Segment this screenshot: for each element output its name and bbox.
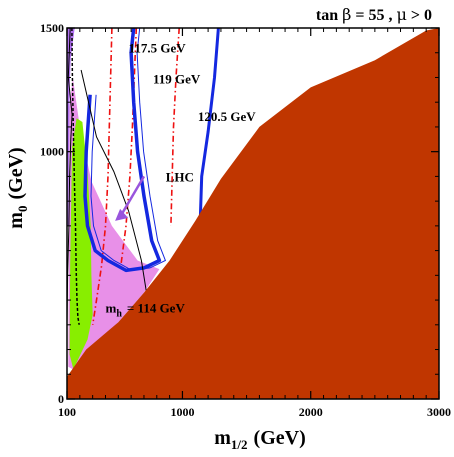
x-tick-label: 2000 [299,405,323,419]
title-eq: = 55 , [355,7,392,24]
y-axis-title-unit: (GeV) [5,147,27,199]
x-axis-title: m1/2 (GeV) [214,427,306,452]
x-tick-label: 3000 [427,405,451,419]
excluded-region [67,28,439,399]
label-mh-base: m [105,300,116,315]
title-tan: tan [316,7,338,24]
higgs-117-5-contour [91,28,113,325]
x-tick-label: 1000 [170,405,194,419]
y-axis-title-base: m [5,212,27,229]
dark-matter-strip-right [198,28,220,217]
dark-matter-strip [83,28,162,273]
label-119: 119 GeV [153,72,201,87]
lhc-reach-contour [80,69,147,293]
title-gt: > 0 [411,7,432,24]
y-axis-title-sub: 0 [15,206,30,213]
label-117-5: 117.5 GeV [129,41,187,56]
x-axis-title-base: m [214,427,231,449]
label-120-5: 120.5 GeV [198,109,256,124]
label-mh-value: = 114 GeV [127,300,186,315]
x-tick-label: 100 [58,405,76,419]
lhc-arrow [119,175,146,218]
plot-frame [66,27,440,400]
title-mu: μ [396,5,406,24]
lhc-arrow-head [115,208,129,221]
tick-marks: 100 1000 2000 3000 0 1000 1500 [40,21,451,419]
chargino-limit-contour [67,28,73,325]
y-axis-title: m0 (GeV) [5,147,30,228]
dark-matter-strip-thin [90,28,167,271]
higgs-120-5-contour [170,28,180,226]
y-tick-label: 0 [58,392,64,406]
label-mh-sub: h [116,308,122,319]
chart-title: tan β = 55 , μ > 0 [316,5,432,24]
higgs-119-contour [120,28,138,266]
title-beta: β [342,5,351,24]
x-axis-title-unit: (GeV) [254,427,306,449]
higgs-114-contour [71,28,80,325]
x-axis-title-sub: 1/2 [231,437,248,452]
label-lhc: LHC [166,169,194,184]
annotations: 117.5 GeV 119 GeV 120.5 GeV LHC mh = 114 GeV [105,41,256,320]
plot-area [67,28,439,399]
y-tick-label: 1500 [40,21,64,35]
label-mh-114: mh = 114 GeV [105,300,185,319]
y-tick-label: 1000 [40,145,64,159]
